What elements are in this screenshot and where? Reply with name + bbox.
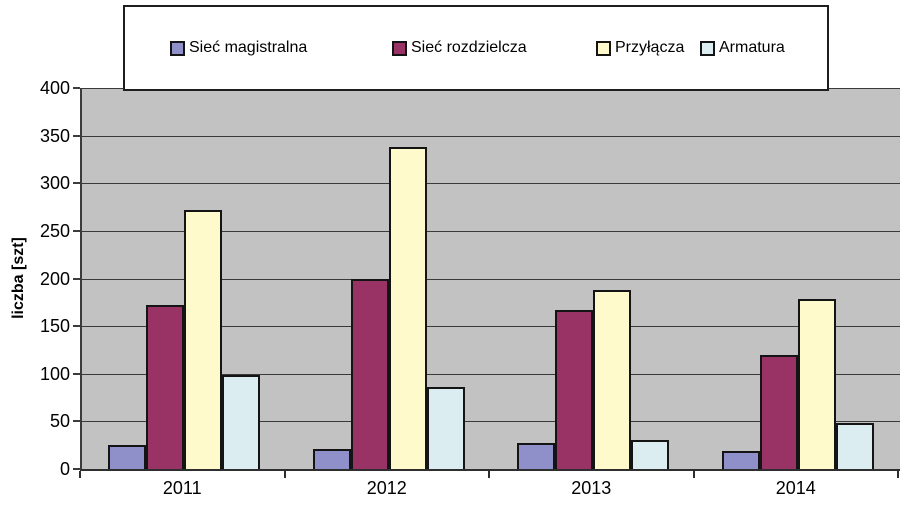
bar-armatura-2013 <box>631 440 670 469</box>
y-axis-tick <box>73 134 80 137</box>
bar-przy-cza-2011 <box>184 210 223 469</box>
bar-armatura-2012 <box>426 387 465 469</box>
legend-label: Armatura <box>719 39 785 56</box>
gridline <box>82 278 900 280</box>
legend-item: Sieć rozdzielcza <box>392 39 527 57</box>
y-axis-tick <box>73 277 80 280</box>
x-axis-tick <box>488 471 490 478</box>
y-axis-tick <box>73 182 80 185</box>
y-tick-label: 200 <box>39 268 70 289</box>
y-tick-label: 150 <box>39 316 70 337</box>
x-category-label: 2013 <box>571 478 612 498</box>
x-axis-tick <box>692 471 695 478</box>
x-category-label: 2011 <box>162 478 202 498</box>
legend-item: Armatura <box>700 39 785 57</box>
legend-label: Sieć rozdzielcza <box>411 39 527 56</box>
bar-sie-rozdzielcza-2011 <box>146 305 185 469</box>
x-category-label: 2014 <box>775 478 816 498</box>
gridline <box>82 183 900 185</box>
gridline <box>82 230 900 232</box>
bar-sie-magistralna-2011 <box>108 445 147 469</box>
bar-sie-magistralna-2014 <box>721 451 760 469</box>
chart-legend: Sieć magistralna Sieć rozdzielcza Przyłącz… <box>123 5 829 91</box>
x-category-label: 2012 <box>366 478 407 498</box>
y-tick-label: 100 <box>39 363 70 384</box>
legend-label: Przyłącza <box>615 39 685 56</box>
legend-item: Przyłącza <box>596 39 684 57</box>
y-axis-tick <box>73 325 80 328</box>
legend-swatch-icon <box>700 40 715 56</box>
bar-przy-cza-2013 <box>593 290 632 469</box>
bar-przy-cza-2014 <box>797 299 836 469</box>
bar-armatura-2011 <box>222 375 261 469</box>
gridline <box>82 373 900 375</box>
y-tick-label: 50 <box>49 411 70 432</box>
y-axis-tick <box>73 420 80 423</box>
gridline <box>82 326 900 328</box>
bar-sie-magistralna-2012 <box>312 449 351 469</box>
x-axis-tick <box>79 471 81 478</box>
y-tick-label: 250 <box>39 220 70 241</box>
x-axis-tick <box>283 471 286 478</box>
legend-swatch-icon <box>392 40 407 56</box>
bar-armatura-2014 <box>835 423 874 469</box>
x-axis-tick <box>897 471 899 478</box>
legend-swatch-icon <box>170 40 185 56</box>
bar-sie-rozdzielcza-2013 <box>555 310 594 469</box>
bar-sie-rozdzielcza-2012 <box>350 279 389 469</box>
gridline <box>82 421 900 423</box>
legend-item: Sieć magistralna <box>170 39 307 57</box>
y-tick-label: 300 <box>39 173 70 194</box>
y-tick-label: 0 <box>59 459 70 479</box>
bar-sie-magistralna-2013 <box>517 443 556 469</box>
y-tick-label: 350 <box>39 125 70 146</box>
bar-przy-cza-2012 <box>388 147 427 469</box>
legend-swatch-icon <box>596 40 611 56</box>
y-axis-tick <box>73 229 80 232</box>
y-axis-tick <box>73 372 80 375</box>
y-tick-label: 400 <box>39 78 70 98</box>
y-axis-tick <box>73 87 80 89</box>
gridline <box>82 135 900 137</box>
plot-area <box>80 88 900 471</box>
y-axis-tick <box>73 468 80 470</box>
bar-sie-rozdzielcza-2014 <box>759 355 798 469</box>
legend-label: Sieć magistralna <box>189 39 308 56</box>
